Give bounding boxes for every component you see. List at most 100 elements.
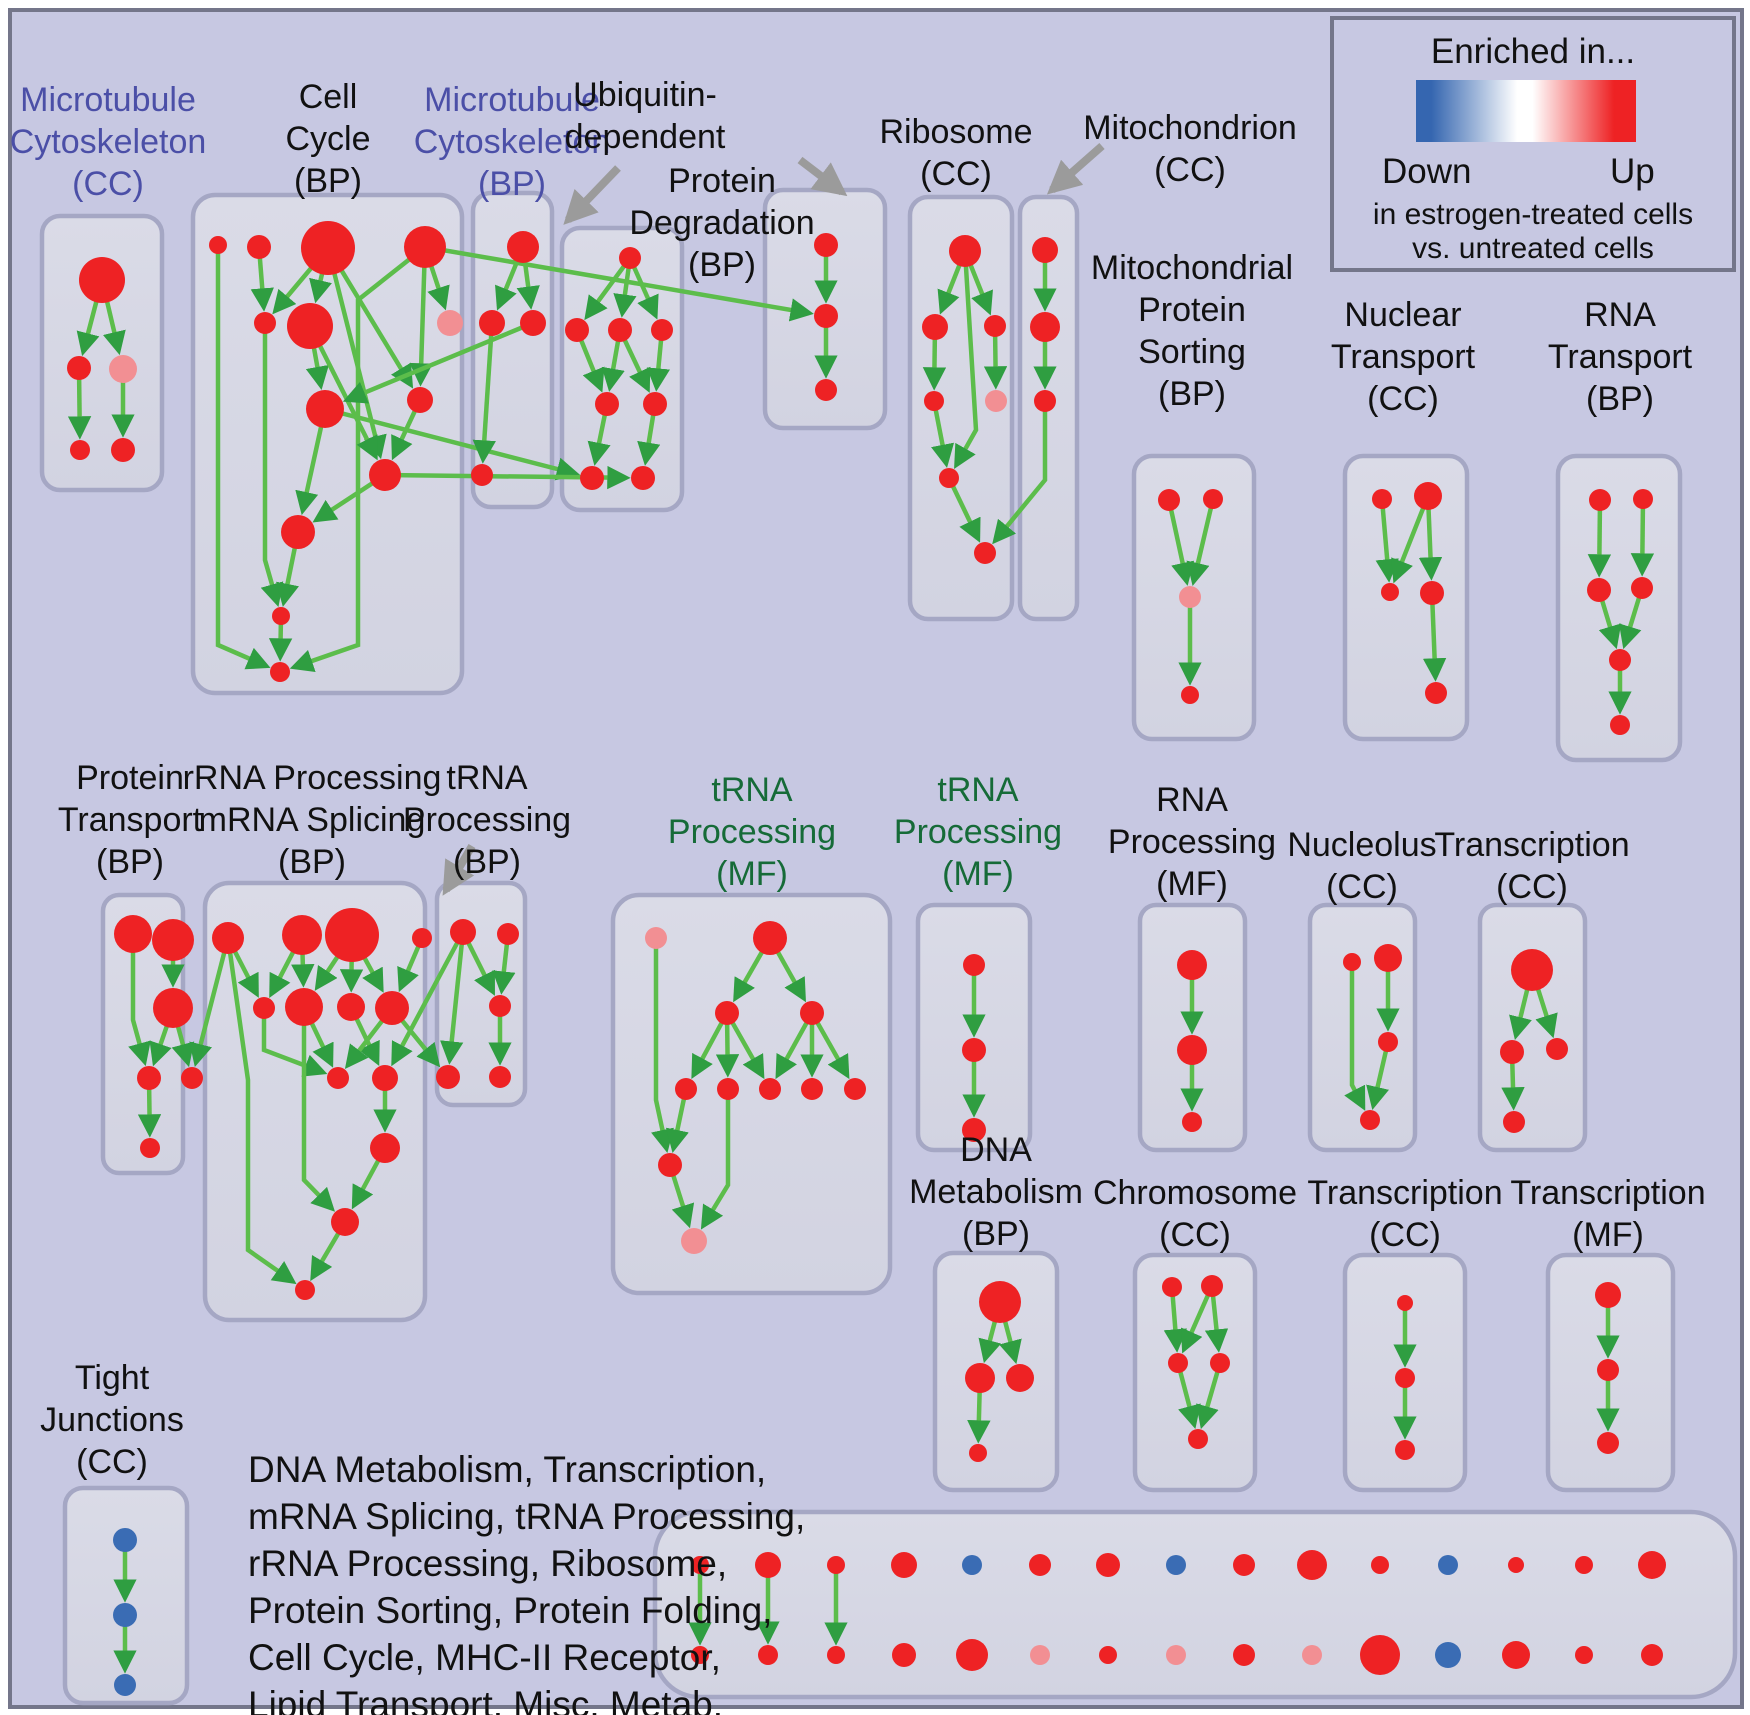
cluster-label-line: Processing: [893, 813, 1063, 851]
cluster-label-line: (CC): [1496, 868, 1568, 906]
node-c4-red: [412, 928, 432, 948]
node-tj3-blue: [114, 1674, 136, 1696]
cluster-label-line: (BP): [688, 246, 756, 284]
node-b10-red: [281, 515, 315, 549]
edge-v2-v4: [472, 322, 496, 464]
node-c9-red: [327, 1067, 349, 1089]
node-r4-red: [924, 391, 944, 411]
edge-h3-h4: [1366, 1041, 1391, 1110]
cluster-label-line: (MF): [942, 855, 1014, 893]
edge-b4-w2: [424, 244, 814, 322]
cluster-label-line: Processing: [402, 801, 572, 839]
node-p2-red: [152, 919, 194, 961]
node-r7-red: [974, 542, 996, 564]
node-y3-red: [827, 1646, 845, 1664]
node-p6-red: [140, 1138, 160, 1158]
node-j3-red: [1006, 1364, 1034, 1392]
arrow-mitochondrion: [1046, 142, 1105, 195]
node-z12-blue: [1438, 1555, 1458, 1575]
node-y2-red: [758, 1645, 778, 1665]
gray-label-arrows: [442, 142, 1105, 896]
legend-down-label: Down: [1382, 152, 1472, 191]
node-b3-red: [301, 221, 355, 275]
node-y8-pink: [1166, 1645, 1186, 1665]
cluster-label-line: (CC): [1367, 380, 1439, 418]
cluster-label-cell-cycle-bp: Cell Cycle (BP): [285, 76, 370, 202]
cluster-label-line: (CC): [1369, 1216, 1441, 1254]
node-v3-red: [520, 310, 546, 336]
node-b11-red: [272, 607, 290, 625]
node-q2-red: [1597, 1359, 1619, 1381]
edge-c6-c12: [301, 1007, 335, 1212]
node-n1-red: [1372, 489, 1392, 509]
edge-c1-c13: [225, 937, 297, 1285]
category-list-line: Lipid Transport, Misc. Metab.: [248, 1684, 724, 1715]
arrow-ubiquitin-right: [797, 156, 848, 197]
edge-n4-n5: [1422, 592, 1447, 682]
cluster-label-line: (BP): [95, 843, 164, 881]
node-a5-red: [111, 438, 135, 462]
cluster-label-line: (BP): [452, 843, 521, 881]
legend-subtitle-2: vs. untreated cells: [1412, 232, 1654, 265]
node-e1-pink: [645, 927, 667, 949]
node-tj2-blue: [113, 1603, 137, 1627]
edge-m3-r7: [992, 401, 1048, 545]
cluster-box-chromosome: [1132, 1252, 1258, 1493]
node-t6-red: [1610, 715, 1630, 735]
legend-up-label: Up: [1610, 152, 1655, 191]
category-list-line: Protein Sorting, Protein Folding,: [248, 1590, 773, 1631]
node-m3-red: [1034, 390, 1056, 412]
edge-b5-b11: [260, 323, 284, 608]
node-z6-red: [1029, 1554, 1051, 1576]
node-v2-red: [479, 310, 505, 336]
node-y4-red: [892, 1643, 916, 1667]
edge-n2-n3: [1391, 495, 1431, 584]
legend-subtitle-1: in estrogen-treated cells: [1372, 198, 1694, 231]
node-b12-red: [270, 662, 290, 682]
node-e2-red: [753, 921, 787, 955]
node-z11-red: [1371, 1556, 1389, 1574]
node-h4-red: [1360, 1110, 1380, 1130]
cluster-label-line: (MF): [1156, 865, 1228, 903]
cluster-label-dna-metabolism-bp: DNA Metabolism (BP): [909, 1129, 1083, 1255]
node-p3-red: [153, 988, 193, 1028]
node-w1-red: [814, 233, 838, 257]
cluster-label-line: Transport: [1330, 338, 1476, 376]
node-t2-red: [1633, 489, 1653, 509]
node-b2-red: [247, 235, 271, 259]
node-e4-red: [800, 1001, 824, 1025]
node-s1-red: [1158, 489, 1180, 511]
cluster-label-microtubule-cytoskeleton-cc: Microtubule Cytoskeleton (CC): [10, 79, 207, 205]
node-c1-red: [212, 922, 244, 954]
cluster-label-mitochondrion-cc: Mitochondrion (CC): [1083, 107, 1297, 191]
node-e11-pink: [681, 1228, 707, 1254]
arrow-trna-bp: [442, 843, 476, 896]
cluster-label-line: RNA: [1584, 296, 1656, 334]
node-g2-red: [1177, 1035, 1207, 1065]
node-k1-red: [1162, 1277, 1182, 1297]
node-z10-red: [1297, 1550, 1327, 1580]
node-h1-red: [1343, 953, 1361, 971]
cluster-label-line: RNA: [1156, 781, 1228, 819]
cluster-label-line: (BP): [278, 843, 346, 881]
edge-d1-d4: [440, 931, 466, 1065]
node-v4-red: [471, 464, 493, 486]
node-s4-red: [1181, 686, 1199, 704]
node-d3-red: [489, 995, 511, 1017]
node-r3-red: [984, 315, 1006, 337]
node-z1-red: [691, 1556, 709, 1574]
node-c3-red: [325, 908, 379, 962]
node-i3-red: [1546, 1038, 1568, 1060]
node-c10-red: [372, 1065, 398, 1091]
node-u8-red: [631, 466, 655, 490]
node-q1-red: [1595, 1282, 1621, 1308]
edge-k4-k5: [1196, 1362, 1223, 1430]
edge-k1-k3: [1163, 1286, 1188, 1353]
edge-b6-b9: [307, 324, 378, 461]
cluster-label-line: Ribosome: [879, 113, 1033, 151]
node-e3-red: [715, 1001, 739, 1025]
edge-s1-s3: [1166, 499, 1195, 586]
cluster-label-protein-transport-bp: Protein Transport (BP): [58, 757, 202, 883]
node-y10-pink: [1302, 1645, 1322, 1665]
node-n4-red: [1420, 581, 1444, 605]
